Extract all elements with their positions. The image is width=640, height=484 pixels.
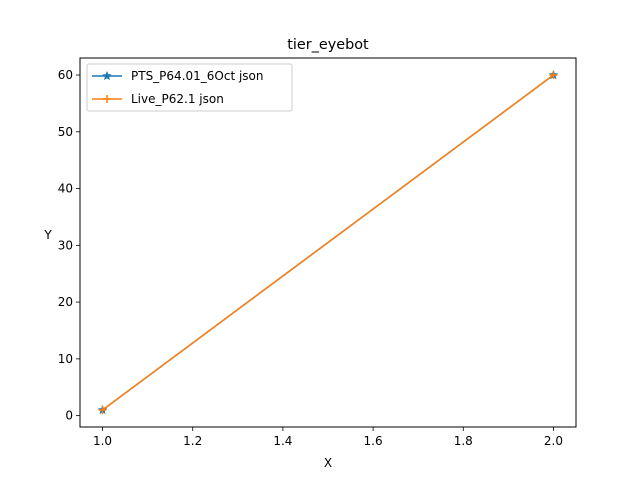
series-2 [98, 71, 558, 414]
y-tick-label: 20 [58, 295, 73, 309]
data-point [549, 71, 558, 80]
x-tick-label: 1.0 [93, 434, 112, 448]
axes-frame [79, 57, 577, 428]
x-tick-label: 1.2 [183, 434, 202, 448]
axis-ticks: 1.0 1.2 1.4 1.6 1.8 2.0 0 10 20 30 40 50 60 [58, 68, 563, 448]
legend-marker [102, 70, 112, 81]
x-tick-label: 2.0 [544, 434, 563, 448]
y-tick-label: 0 [65, 409, 73, 423]
y-axis-label: Y [43, 228, 52, 242]
legend-box [86, 63, 293, 112]
y-tick-label: 10 [58, 352, 73, 366]
plot-area [97, 69, 559, 415]
x-tick-label: 1.6 [364, 434, 383, 448]
y-tick-label: 50 [58, 125, 73, 139]
series-line [102, 74, 554, 411]
legend-label: Live_P62.1 json [131, 92, 224, 106]
legend: PTS_P64.01_6Oct json Live_P62.1 json [86, 63, 293, 112]
y-tick-label: 30 [58, 238, 73, 252]
data-point [98, 405, 107, 414]
x-tick-label: 1.4 [273, 434, 292, 448]
y-tick-label: 60 [58, 68, 73, 82]
legend-entry: Live_P62.1 json [92, 92, 224, 106]
x-tick-label: 1.8 [454, 434, 473, 448]
legend-entry: PTS_P64.01_6Oct json [92, 69, 264, 83]
legend-label: PTS_P64.01_6Oct json [131, 69, 264, 83]
x-axis-label: X [324, 456, 332, 470]
y-tick-label: 40 [58, 182, 73, 196]
chart-title: tier_eyebot [287, 37, 369, 53]
legend-marker [103, 95, 111, 103]
